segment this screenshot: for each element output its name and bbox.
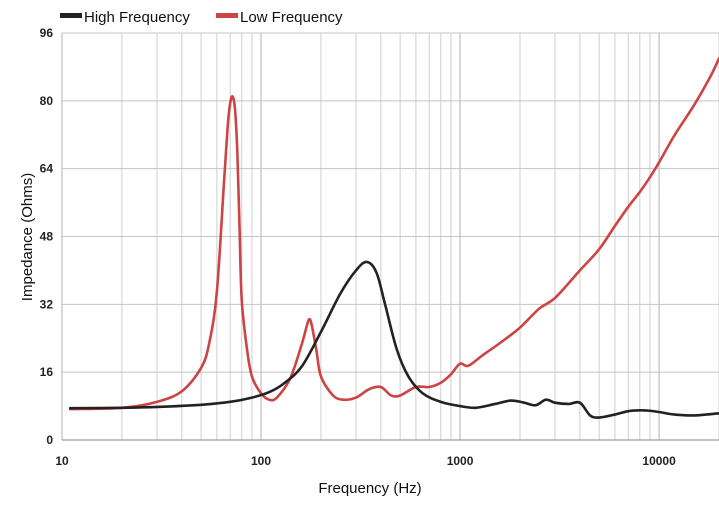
- legend-label-low-frequency: Low Frequency: [240, 9, 343, 26]
- legend-label-high-frequency: High Frequency: [84, 9, 190, 26]
- y-tick-label: 48: [40, 230, 54, 244]
- y-tick-label: 80: [40, 94, 54, 108]
- x-tick-label: 100: [251, 454, 271, 468]
- legend-swatch-high-frequency: [60, 13, 82, 18]
- legend-swatch-low-frequency: [216, 13, 238, 18]
- legend: High Frequency Low Frequency: [60, 9, 343, 26]
- x-tick-label: 10: [55, 454, 69, 468]
- grid-layer: [61, 32, 719, 441]
- y-tick-label: 64: [40, 162, 54, 176]
- x-axis-title: Frequency (Hz): [318, 480, 421, 497]
- y-axis-title: Impedance (Ohms): [19, 173, 36, 301]
- x-tick-label: 10000: [642, 454, 676, 468]
- y-tick-label: 0: [46, 433, 53, 447]
- y-tick-label: 32: [40, 297, 54, 311]
- series-layer: [68, 57, 719, 419]
- tick-label-layer: 0 16 32 48 64 80 96 10 100 1000 10000: [40, 26, 676, 468]
- series-line-high-frequency: [68, 260, 719, 419]
- x-tick-label: 1000: [447, 454, 474, 468]
- y-tick-label: 96: [40, 26, 54, 40]
- series-line-low-frequency: [68, 57, 719, 411]
- y-tick-label: 16: [40, 365, 54, 379]
